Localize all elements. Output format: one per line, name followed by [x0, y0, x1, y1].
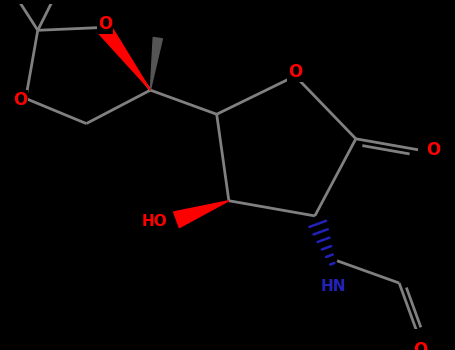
- Polygon shape: [174, 201, 229, 228]
- Polygon shape: [97, 23, 151, 90]
- Text: O: O: [13, 91, 27, 109]
- Text: O: O: [413, 341, 427, 350]
- Text: HO: HO: [142, 214, 167, 229]
- Text: O: O: [426, 141, 440, 159]
- Text: HN: HN: [321, 279, 346, 294]
- Polygon shape: [151, 37, 162, 90]
- Text: O: O: [288, 63, 302, 81]
- Text: O: O: [98, 15, 112, 33]
